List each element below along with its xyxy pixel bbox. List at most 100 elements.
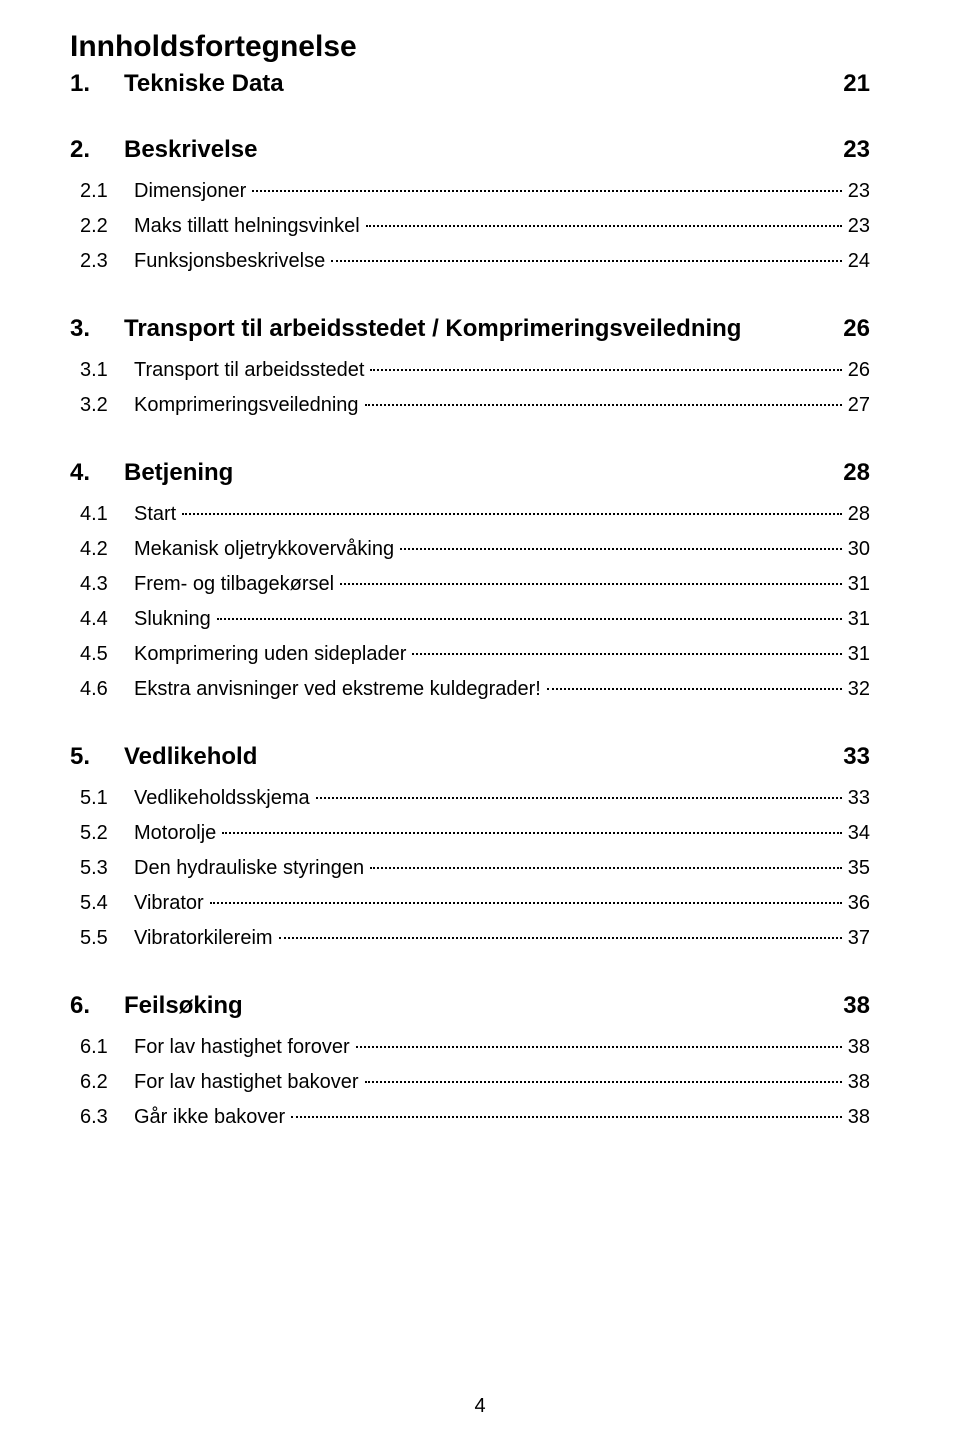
toc-entry-label: Komprimering uden sideplader [134, 639, 410, 670]
toc-section: 1.Tekniske Data21 [70, 70, 870, 98]
toc-entry-page: 23 [844, 211, 870, 242]
toc-entry-number: 4.4 [70, 604, 134, 635]
toc-entry-page: 35 [844, 853, 870, 884]
toc-entry-number: 4.2 [70, 534, 134, 565]
toc-section-header: 3.Transport til arbeidsstedet / Komprime… [70, 315, 870, 343]
toc-entry-label: Slukning [134, 604, 215, 635]
toc-section-label: Tekniske Data [124, 70, 843, 98]
toc-leader-dots [279, 937, 842, 939]
toc-entry: 5.4Vibrator 36 [70, 888, 870, 919]
toc-entry-number: 3.2 [70, 390, 134, 421]
toc-entry: 2.3Funksjonsbeskrivelse 24 [70, 246, 870, 277]
toc-entry-page: 34 [844, 818, 870, 849]
toc-entry-page: 31 [844, 639, 870, 670]
toc-entry-number: 6.2 [70, 1067, 134, 1098]
toc-entry-number: 5.5 [70, 923, 134, 954]
toc-section-header: 2.Beskrivelse23 [70, 136, 870, 164]
toc-entry-label: For lav hastighet bakover [134, 1067, 363, 1098]
toc-section-page: 26 [843, 315, 870, 343]
toc-entry-number: 5.4 [70, 888, 134, 919]
toc-section-number: 6. [70, 992, 124, 1020]
toc-section-label: Betjening [124, 459, 843, 487]
toc-section-number: 5. [70, 743, 124, 771]
toc-section-number: 4. [70, 459, 124, 487]
toc-entry-label: Komprimeringsveiledning [134, 390, 363, 421]
toc-entry-number: 5.3 [70, 853, 134, 884]
toc-section-number: 2. [70, 136, 124, 164]
toc-section-page: 23 [843, 136, 870, 164]
toc-entry: 6.2For lav hastighet bakover 38 [70, 1067, 870, 1098]
toc-leader-dots [370, 369, 841, 371]
toc-leader-dots [412, 653, 841, 655]
toc-entry-page: 30 [844, 534, 870, 565]
toc-section-header: 5.Vedlikehold33 [70, 743, 870, 771]
toc-entry-number: 4.3 [70, 569, 134, 600]
toc-section: 6.Feilsøking386.1For lav hastighet forov… [70, 992, 870, 1133]
toc-entry-number: 4.6 [70, 674, 134, 705]
toc-entry-label: Transport til arbeidsstedet [134, 355, 368, 386]
toc-leader-dots [366, 225, 842, 227]
toc-section-header: 4.Betjening28 [70, 459, 870, 487]
toc-leader-dots [547, 688, 842, 690]
toc-entry-number: 5.1 [70, 783, 134, 814]
toc-entry-label: Ekstra anvisninger ved ekstreme kuldegra… [134, 674, 545, 705]
toc-entry-label: Vibrator [134, 888, 208, 919]
toc-entry-page: 24 [844, 246, 870, 277]
toc-leader-dots [291, 1116, 842, 1118]
toc-entry: 4.4Slukning 31 [70, 604, 870, 635]
toc-entry-page: 28 [844, 499, 870, 530]
toc-leader-dots [182, 513, 842, 515]
toc-entry-page: 36 [844, 888, 870, 919]
toc-section: 3.Transport til arbeidsstedet / Komprime… [70, 315, 870, 421]
toc-section-label: Transport til arbeidsstedet / Komprimeri… [124, 315, 843, 343]
toc-leader-dots [400, 548, 842, 550]
toc-section-label: Feilsøking [124, 992, 843, 1020]
toc-entry-label: Går ikke bakover [134, 1102, 289, 1133]
toc-leader-dots [340, 583, 842, 585]
toc-entry-page: 38 [844, 1032, 870, 1063]
toc-entry: 3.1Transport til arbeidsstedet26 [70, 355, 870, 386]
toc-entry: 5.1Vedlikeholdsskjema33 [70, 783, 870, 814]
toc-leader-dots [365, 1081, 842, 1083]
toc-section-label: Vedlikehold [124, 743, 843, 771]
toc-entry: 4.5Komprimering uden sideplader31 [70, 639, 870, 670]
toc-entry-number: 2.2 [70, 211, 134, 242]
toc-section-number: 1. [70, 70, 124, 98]
toc-entry: 5.2Motorolje34 [70, 818, 870, 849]
toc-entry-page: 27 [844, 390, 870, 421]
toc-entry-number: 4.1 [70, 499, 134, 530]
toc-entry-number: 3.1 [70, 355, 134, 386]
toc-leader-dots [252, 190, 841, 192]
toc-entry-number: 2.1 [70, 176, 134, 207]
table-of-contents: 1.Tekniske Data212.Beskrivelse232.1Dimen… [70, 70, 870, 1133]
toc-entry-label: Start [134, 499, 180, 530]
toc-entry-page: 38 [844, 1067, 870, 1098]
toc-entry: 4.3Frem- og tilbagekørsel31 [70, 569, 870, 600]
toc-entry-label: Dimensjoner [134, 176, 250, 207]
toc-leader-dots [210, 902, 842, 904]
toc-entry: 4.1Start 28 [70, 499, 870, 530]
page-number: 4 [0, 1395, 960, 1418]
toc-entry-number: 6.3 [70, 1102, 134, 1133]
toc-leader-dots [316, 797, 842, 799]
toc-entry-number: 2.3 [70, 246, 134, 277]
toc-section: 4.Betjening28 4.1Start 28 4.2Mekanisk oljet… [70, 459, 870, 705]
toc-entry-page: 38 [844, 1102, 870, 1133]
toc-entry-label: Den hydrauliske styringen [134, 853, 368, 884]
toc-entry-label: Funksjonsbeskrivelse [134, 246, 329, 277]
toc-section-page: 38 [843, 992, 870, 1020]
toc-entry-label: Mekanisk oljetrykkovervåking [134, 534, 398, 565]
toc-section-page: 33 [843, 743, 870, 771]
page-title: Innholdsfortegnelse [70, 30, 870, 64]
toc-section-page: 28 [843, 459, 870, 487]
toc-section-label: Beskrivelse [124, 136, 843, 164]
toc-entry-page: 23 [844, 176, 870, 207]
toc-entry: 4.6Ekstra anvisninger ved ekstreme kulde… [70, 674, 870, 705]
toc-leader-dots [217, 618, 842, 620]
toc-entry: 3.2Komprimeringsveiledning 27 [70, 390, 870, 421]
toc-leader-dots [331, 260, 842, 262]
toc-entry-page: 31 [844, 569, 870, 600]
toc-entry-page: 37 [844, 923, 870, 954]
toc-entry-page: 31 [844, 604, 870, 635]
toc-section-header: 1.Tekniske Data21 [70, 70, 870, 98]
